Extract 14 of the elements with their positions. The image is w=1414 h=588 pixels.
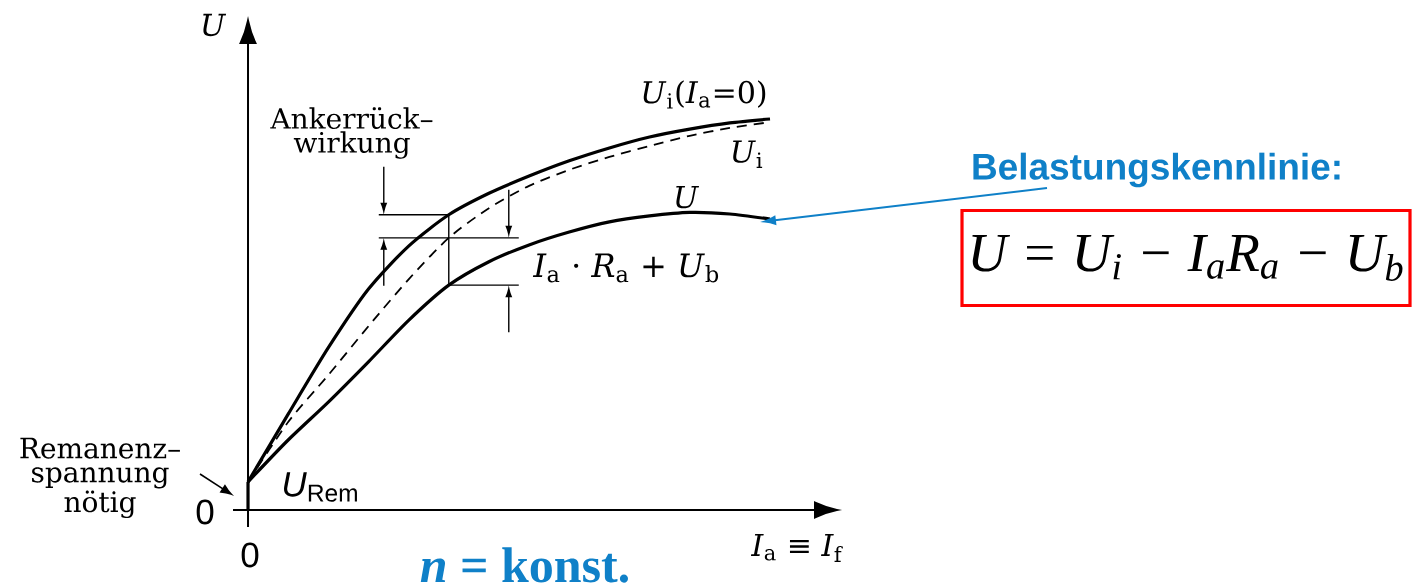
y-axis-title: U bbox=[203, 13, 227, 37]
annotation: I$_{a}$ · R$_{a}$ + U$_{b}$ bbox=[532, 253, 719, 283]
text: 0 bbox=[196, 499, 214, 525]
annotation: U$_{Rem}$ bbox=[284, 472, 357, 502]
x-axis-title: I$_{a}$ ≡ I$_{f}$ bbox=[750, 534, 843, 562]
text: Belastungskennlinie: bbox=[973, 152, 1340, 188]
series-label: U$_{i}$(I$_{a}$=0) bbox=[643, 80, 766, 109]
text: Remanenz– spannung nötig bbox=[20, 437, 180, 519]
text: U = U$_{i}$ − I$_{a}$R$_{a}$ − U$_{b}$ bbox=[972, 235, 1403, 281]
series-label: U bbox=[676, 185, 700, 209]
text: 0 bbox=[241, 542, 259, 568]
text: n = konst. bbox=[420, 547, 628, 583]
series-label: U$_{i}$ bbox=[733, 140, 763, 168]
annotation: Ankerrück– wirkung bbox=[270, 107, 433, 159]
